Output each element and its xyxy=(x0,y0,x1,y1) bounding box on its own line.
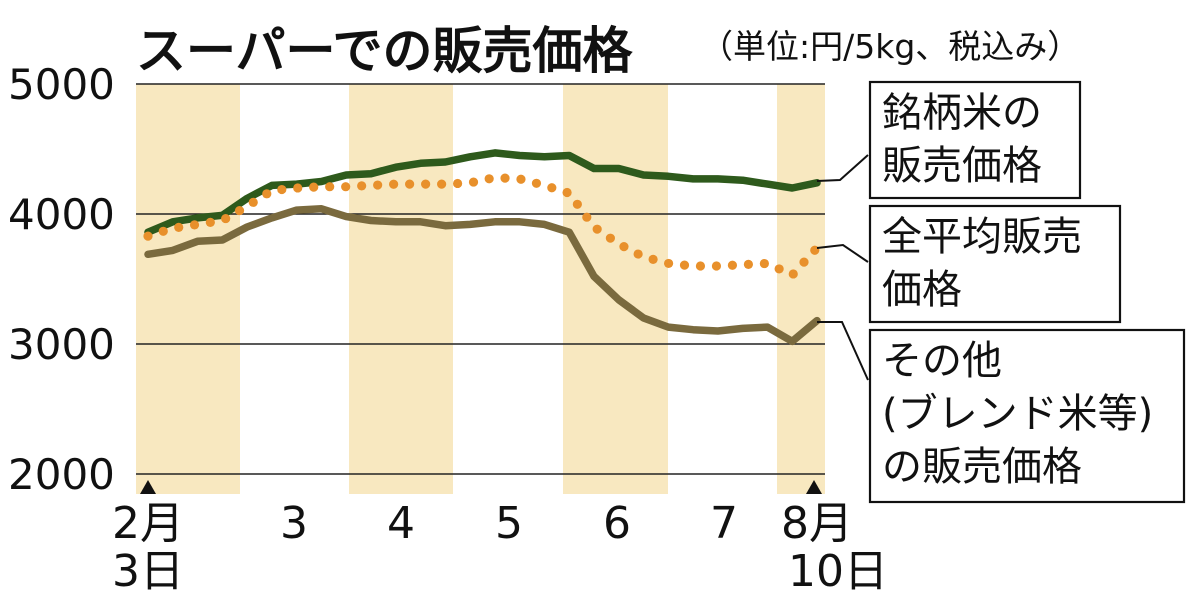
data-point xyxy=(234,205,245,216)
data-point xyxy=(221,213,231,224)
series-blend-line xyxy=(144,205,821,346)
gridlines xyxy=(136,83,825,475)
x-month-label: 8月 xyxy=(781,498,853,549)
series-label-line: 全平均販売 xyxy=(882,214,1082,260)
data-point xyxy=(437,179,447,189)
data-point xyxy=(562,187,572,198)
data-point xyxy=(633,249,643,259)
data-point xyxy=(711,261,722,271)
data-point xyxy=(205,217,215,227)
data-point xyxy=(277,184,287,195)
data-point xyxy=(262,189,272,199)
series-label-line: 販売価格 xyxy=(882,143,1042,189)
data-point xyxy=(679,260,690,270)
callout-3: その他 (ブレンド米等) の販売価格 xyxy=(817,321,1186,504)
x-end-day-label: 10日 xyxy=(788,546,888,597)
data-point xyxy=(325,182,335,192)
callout-box xyxy=(868,204,1122,324)
data-point xyxy=(663,258,674,269)
chart-subtitle: （単位:円/5kg、税込み） xyxy=(700,27,1080,66)
data-point xyxy=(592,224,602,234)
y-tick-label: 4000 xyxy=(8,190,115,239)
data-point xyxy=(453,178,463,189)
month-band-1 xyxy=(136,84,240,494)
data-point xyxy=(174,222,184,232)
start-marker-triangle xyxy=(140,480,156,494)
data-point xyxy=(774,264,784,274)
x-month-label: 7 xyxy=(710,498,738,549)
data-point xyxy=(582,212,592,222)
data-point xyxy=(248,197,258,207)
series-avg-dots xyxy=(143,173,820,279)
series-label-line: の販売価格 xyxy=(882,444,1082,490)
data-point xyxy=(158,226,168,236)
x-month-label: 5 xyxy=(495,498,523,549)
series-label-line: (ブレンド米等) xyxy=(882,391,1153,437)
data-point xyxy=(799,257,809,267)
data-point xyxy=(389,179,399,189)
data-point xyxy=(468,177,479,187)
data-point xyxy=(648,254,658,265)
callout-box xyxy=(868,80,1082,200)
series-label-line: 銘柄米の xyxy=(882,90,1042,136)
data-point xyxy=(788,269,798,279)
month-band-3 xyxy=(563,84,668,494)
data-point xyxy=(143,231,153,241)
x-month-label: 6 xyxy=(603,498,631,549)
data-point xyxy=(484,174,494,184)
callout-leader-line xyxy=(816,154,869,182)
chart-title: スーパーでの販売価格 xyxy=(136,22,633,80)
callout-box xyxy=(868,328,1186,504)
data-point xyxy=(421,179,431,189)
y-tick-label: 3000 xyxy=(8,320,115,369)
end-marker-triangle xyxy=(806,480,822,494)
data-point xyxy=(605,233,615,243)
data-point xyxy=(743,259,754,269)
y-tick-label: 5000 xyxy=(8,60,115,109)
series-lines xyxy=(143,149,821,346)
callout-leader-line xyxy=(817,321,869,381)
x-month-label: 4 xyxy=(387,498,415,549)
month-bands xyxy=(136,84,825,494)
series-label-line: その他 xyxy=(882,338,1002,384)
data-point xyxy=(405,179,415,189)
data-point xyxy=(547,183,557,193)
data-point xyxy=(293,183,303,193)
data-point xyxy=(695,261,706,271)
data-point xyxy=(572,199,582,209)
data-point xyxy=(309,182,319,192)
month-band-4 xyxy=(777,84,825,494)
series-brand-line xyxy=(144,149,821,236)
x-month-label: 3 xyxy=(280,498,308,549)
data-point xyxy=(619,242,629,252)
data-point xyxy=(727,260,738,270)
data-point xyxy=(357,181,367,191)
x-month-label: 2月 xyxy=(112,498,184,549)
data-point xyxy=(373,180,383,190)
data-point xyxy=(189,220,200,230)
data-point xyxy=(759,258,769,269)
month-band-2 xyxy=(349,84,453,494)
y-tick-label: 2000 xyxy=(8,450,115,499)
data-point xyxy=(531,178,542,188)
data-point xyxy=(516,174,526,184)
series-label-line: 価格 xyxy=(882,267,962,313)
data-point xyxy=(341,182,351,192)
x-start-day-label: 3日 xyxy=(112,546,184,597)
data-point xyxy=(500,173,510,183)
callout-leader-line xyxy=(816,243,869,263)
